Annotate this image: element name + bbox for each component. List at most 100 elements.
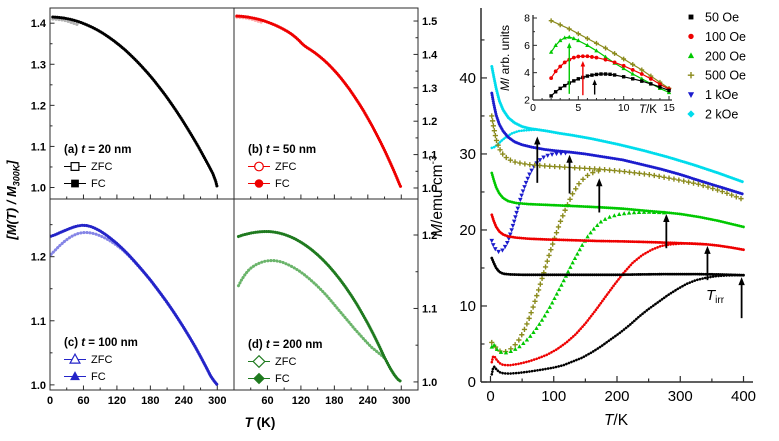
svg-text:6: 6 xyxy=(524,40,530,52)
svg-text:1.1: 1.1 xyxy=(422,150,437,162)
svg-text:400: 400 xyxy=(731,388,756,405)
panel-d-title: (d) t = 200 nm xyxy=(248,339,322,351)
panel-a: 1.0 1.1 1.2 1.3 1.4 (a) t = 20 nm ZFC FC xyxy=(31,7,235,200)
right-y-axis-label: M/emu cm-3 xyxy=(427,111,447,281)
legend-item-50oe: 50 Oe xyxy=(688,11,739,25)
svg-text:180: 180 xyxy=(141,395,159,407)
tirr-label: Tirr xyxy=(706,287,725,306)
svg-text:0: 0 xyxy=(530,102,536,114)
svg-text:1.0: 1.0 xyxy=(422,183,437,195)
series-1-koe-fc xyxy=(490,91,745,196)
svg-text:10: 10 xyxy=(618,102,630,114)
svg-text:10: 10 xyxy=(459,298,476,315)
svg-text:1.0: 1.0 xyxy=(422,377,437,389)
svg-text:FC: FC xyxy=(91,178,106,190)
svg-text:1.1: 1.1 xyxy=(422,303,437,315)
svg-text:1.4: 1.4 xyxy=(31,18,47,30)
svg-text:1.1: 1.1 xyxy=(31,316,46,328)
legend-item-2koe: 2 kOe xyxy=(687,108,738,122)
panel-a-series xyxy=(51,15,219,190)
svg-text:120: 120 xyxy=(292,395,310,407)
inset-ylabel-unit: / arb. units xyxy=(498,24,512,82)
svg-text:1.5: 1.5 xyxy=(422,16,437,28)
series-500-oe-zfc xyxy=(489,168,602,355)
svg-text:20: 20 xyxy=(459,222,476,239)
legend-item-1koe: 1 kOe xyxy=(687,88,738,102)
left-xlabel-unit: (K) xyxy=(252,415,276,430)
svg-text:40: 40 xyxy=(459,70,476,87)
inset-xlabel-variable: T xyxy=(639,104,647,116)
svg-text:2: 2 xyxy=(524,95,530,107)
svg-text:0: 0 xyxy=(468,374,476,391)
left-y-axis-label: [M(T) / M300K] xyxy=(4,120,24,280)
svg-text:1.3: 1.3 xyxy=(422,83,437,95)
panel-a-legend-zfc: ZFC xyxy=(64,161,112,173)
right-ylabel-variable: M xyxy=(429,223,447,237)
series-200-oe-fc xyxy=(490,171,745,229)
svg-text:240: 240 xyxy=(359,395,377,407)
svg-text:300: 300 xyxy=(668,388,693,405)
series-50-oe-fc xyxy=(490,256,745,277)
svg-text:0: 0 xyxy=(47,395,53,407)
svg-text:1.2: 1.2 xyxy=(31,252,46,264)
svg-text:FC: FC xyxy=(91,371,106,383)
series-50-oe-zfc xyxy=(490,273,745,376)
svg-text:180: 180 xyxy=(325,395,343,407)
left-x-axis-label: T (K) xyxy=(210,415,310,430)
svg-text:8: 8 xyxy=(524,13,530,25)
svg-text:1.2: 1.2 xyxy=(31,100,46,112)
svg-text:30: 30 xyxy=(459,146,476,163)
panel-d-legend-fc: FC xyxy=(248,372,290,385)
svg-text:200: 200 xyxy=(604,388,629,405)
svg-text:ZFC: ZFC xyxy=(275,161,296,173)
svg-text:ZFC: ZFC xyxy=(91,161,112,173)
svg-text:50 Oe: 50 Oe xyxy=(705,11,739,25)
panel-b-series xyxy=(235,14,403,190)
panel-b-title: (b) t = 50 nm xyxy=(248,144,316,156)
svg-text:0: 0 xyxy=(486,388,494,405)
svg-text:60: 60 xyxy=(77,395,89,407)
left-figure: 1.0 1.1 1.2 1.3 1.4 (a) t = 20 nm ZFC FC 1.0 1.1 1… xyxy=(31,7,438,407)
panel-a-title: (a) t = 20 nm xyxy=(64,144,131,156)
svg-text:1.3: 1.3 xyxy=(31,59,46,71)
svg-text:4: 4 xyxy=(524,67,530,79)
panel-d: 1.0 1.1 1.2 60 120 180 240 300 (d) t = 200 nm ZFC… xyxy=(233,198,437,407)
field-legend: 50 Oe 100 Oe 200 Oe 500 Oe 1 kOe 2 kOe xyxy=(687,11,746,122)
svg-text:1.0: 1.0 xyxy=(31,380,46,392)
series-1-koe-zfc xyxy=(489,151,568,255)
svg-text:ZFC: ZFC xyxy=(275,356,296,368)
svg-text:120: 120 xyxy=(108,395,126,407)
legend-item-100oe: 100 Oe xyxy=(688,30,746,44)
svg-text:FC: FC xyxy=(275,373,290,385)
series-2-koe-fc xyxy=(490,65,745,184)
series-500-oe-fc xyxy=(489,113,744,202)
svg-text:300: 300 xyxy=(208,395,226,407)
legend-item-500oe: 500 Oe xyxy=(687,69,746,83)
panel-c: 1.0 1.1 1.2 0 60 120 180 240 300 (c) t = 100 nm ZF… xyxy=(31,198,235,407)
right-ylabel-exponent: -3 xyxy=(427,155,439,165)
left-xlabel-variable: T xyxy=(244,415,253,430)
inset-series-100-oe xyxy=(549,54,671,91)
panel-b: 1.0 1.1 1.2 1.3 1.4 1.5 (b) t = 50 nm ZFC FC xyxy=(233,7,438,200)
series-200-oe-zfc xyxy=(489,209,667,355)
left-ylabel-text: [M(T) / M xyxy=(4,186,19,240)
svg-text:100 Oe: 100 Oe xyxy=(705,30,746,44)
svg-text:200 Oe: 200 Oe xyxy=(705,49,746,63)
legend-item-200oe: 200 Oe xyxy=(687,49,746,63)
panel-c-series xyxy=(50,223,219,387)
svg-text:2 kOe: 2 kOe xyxy=(705,108,738,122)
inset-ylabel-variable: M xyxy=(498,81,512,92)
svg-text:300: 300 xyxy=(392,395,410,407)
right-xlabel-unit: /K xyxy=(613,412,629,429)
inset-chart: 0 5 10 15 2 4 6 8 xyxy=(524,13,675,115)
svg-text:1.4: 1.4 xyxy=(422,49,438,61)
panel-d-legend-zfc: ZFC xyxy=(248,354,296,369)
svg-text:1.2: 1.2 xyxy=(422,116,437,128)
svg-text:1.1: 1.1 xyxy=(31,141,46,153)
inset-x-axis-label: T/K xyxy=(628,104,668,116)
svg-text:100: 100 xyxy=(541,388,566,405)
series-100-oe-fc xyxy=(490,213,745,252)
right-xlabel-variable: T xyxy=(603,412,614,429)
